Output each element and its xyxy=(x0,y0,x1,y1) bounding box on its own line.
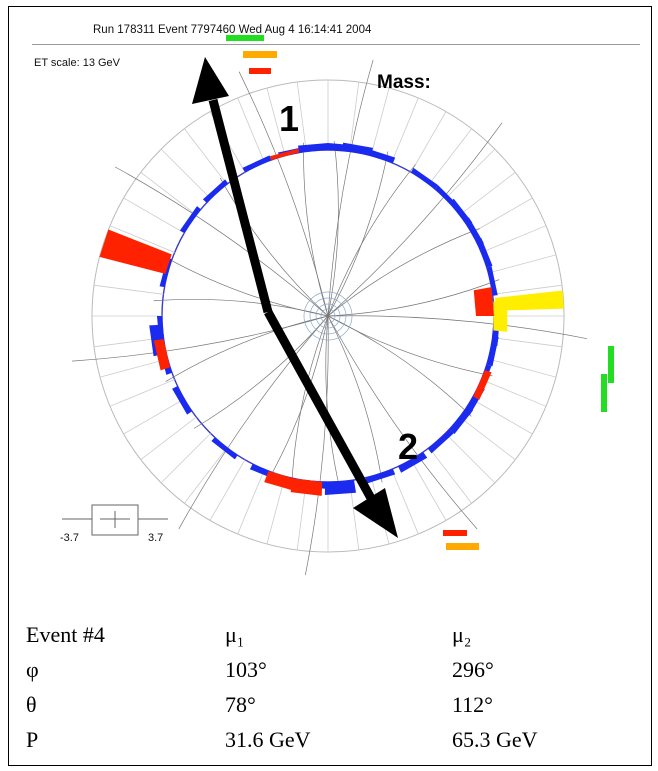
energy-tower xyxy=(473,370,491,400)
energy-tower xyxy=(211,437,237,459)
track-line xyxy=(328,60,373,316)
calorimeter-segment-line xyxy=(100,359,168,377)
muon-arrow-1 xyxy=(192,57,268,312)
table-cell: P xyxy=(26,722,225,757)
calorimeter-segment-line xyxy=(141,172,197,215)
et-scale-label: ET scale: 13 GeV xyxy=(34,57,120,69)
energy-tower xyxy=(476,238,493,268)
red-marker-top xyxy=(249,68,271,74)
table-cell: 78° xyxy=(225,687,452,722)
table-cell: 65.3 GeV xyxy=(452,722,632,757)
table-row: φ 103° 296° xyxy=(26,652,632,687)
calorimeter-segment-line xyxy=(429,129,472,185)
track-line xyxy=(305,316,328,575)
table-cell: 103° xyxy=(225,652,452,687)
header-divider xyxy=(32,44,640,45)
track-line xyxy=(328,280,499,316)
calorimeter-segment-line xyxy=(488,359,556,377)
energy-tower xyxy=(243,155,272,172)
energy-tower xyxy=(203,179,228,202)
energy-tower xyxy=(264,471,296,491)
calorimeter-segment-line xyxy=(460,172,516,215)
energy-towers xyxy=(100,143,564,496)
mass-label: Mass: xyxy=(377,72,431,94)
calorimeter-segment-line xyxy=(429,448,472,504)
table-header-cell: μ₁ xyxy=(225,617,452,652)
energy-tower xyxy=(449,406,473,434)
calorimeter-segment-line xyxy=(124,399,185,434)
large-yellow-tower-right xyxy=(495,291,564,311)
scale-max-label: 3.7 xyxy=(148,532,163,544)
track-line xyxy=(304,143,328,316)
table-row: P 31.6 GeV 65.3 GeV xyxy=(26,722,632,757)
calorimeter-segment-line xyxy=(110,380,175,407)
track-line xyxy=(164,256,328,316)
table-header-cell: μ₂ xyxy=(452,617,632,652)
arrow-2-label: 2 xyxy=(398,426,418,468)
run-event-header: Run 178311 Event 7797460 Wed Aug 4 16:14… xyxy=(93,24,371,36)
track-line xyxy=(328,164,416,316)
event-display xyxy=(0,0,658,600)
scale-box-widget xyxy=(62,505,168,535)
calorimeter-segment-line xyxy=(445,433,494,482)
arrow-1-label: 1 xyxy=(279,98,299,140)
muon-kinematics-table: Event #4 μ₁ μ₂ φ 103° 296° θ 78° 112° P … xyxy=(26,617,632,757)
calorimeter-segment-line xyxy=(350,82,359,151)
calorimeter-segment-line xyxy=(161,149,210,198)
energy-tower xyxy=(325,480,356,495)
calorimeter-segment-line xyxy=(445,149,494,198)
calorimeter-segment-line xyxy=(392,98,419,163)
orange-marker-bottom xyxy=(446,543,479,550)
orange-marker-top xyxy=(243,51,277,58)
energy-tower xyxy=(474,287,494,316)
calorimeter-segment-line xyxy=(472,399,533,434)
muon-arrow-2 xyxy=(268,312,398,538)
table-header-cell: Event #4 xyxy=(26,617,225,652)
green-step-marker xyxy=(604,346,611,412)
calorimeter-segment-line xyxy=(371,88,389,156)
calorimeter-segment-line xyxy=(460,417,516,460)
track-line xyxy=(328,316,587,339)
table-cell: θ xyxy=(26,687,225,722)
calorimeter-segment-line xyxy=(124,198,185,233)
table-row: θ 78° 112° xyxy=(26,687,632,722)
table-cell: 31.6 GeV xyxy=(225,722,452,757)
calorimeter-segment-line xyxy=(493,338,562,347)
energy-tower xyxy=(487,336,499,366)
track-line xyxy=(194,316,328,428)
calorimeter-segment-line xyxy=(94,285,163,294)
track-line xyxy=(328,152,388,316)
red-marker-bottom xyxy=(443,530,467,536)
table-cell: 112° xyxy=(452,687,632,722)
track-line xyxy=(154,299,328,316)
calorimeter-segment-line xyxy=(184,448,227,504)
calorimeter-segment-line xyxy=(238,469,265,534)
calorimeter-segment-line xyxy=(472,198,533,233)
table-cell: 296° xyxy=(452,652,632,687)
table-cell: φ xyxy=(26,652,225,687)
calorimeter-segment-line xyxy=(488,255,556,273)
calorimeter-segment-line xyxy=(481,226,546,253)
calorimeter-segment-line xyxy=(411,112,446,173)
calorimeter-segment-line xyxy=(161,433,210,482)
table-header-row: Event #4 μ₁ μ₂ xyxy=(26,617,632,652)
calorimeter-segment-line xyxy=(411,460,446,521)
calorimeter-segment-line xyxy=(210,460,245,521)
particle-tracks xyxy=(72,60,587,575)
calorimeter-segment-line xyxy=(238,98,265,163)
scale-min-label: -3.7 xyxy=(60,532,79,544)
calorimeter-segment-line xyxy=(481,380,546,407)
calorimeter-segment-line xyxy=(392,469,419,534)
energy-tower xyxy=(172,386,192,415)
energy-tower xyxy=(428,429,454,453)
track-line xyxy=(328,316,492,376)
calorimeter-segment-line xyxy=(141,417,197,460)
